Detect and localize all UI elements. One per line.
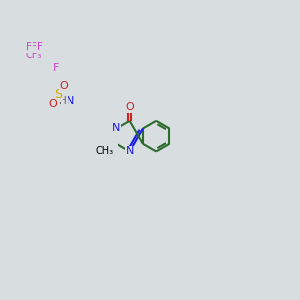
Text: F: F (53, 63, 59, 74)
Text: O: O (49, 99, 57, 110)
Text: F: F (31, 42, 37, 52)
Text: CH₃: CH₃ (96, 146, 114, 156)
Text: O: O (125, 102, 134, 112)
Text: N: N (125, 146, 134, 157)
Text: S: S (54, 88, 62, 101)
Text: CF₃: CF₃ (26, 50, 42, 60)
Text: O: O (59, 81, 68, 91)
Text: N: N (65, 97, 74, 106)
Text: F: F (37, 42, 43, 52)
Text: F: F (26, 42, 32, 52)
Text: H: H (59, 96, 67, 106)
Text: N: N (112, 124, 121, 134)
